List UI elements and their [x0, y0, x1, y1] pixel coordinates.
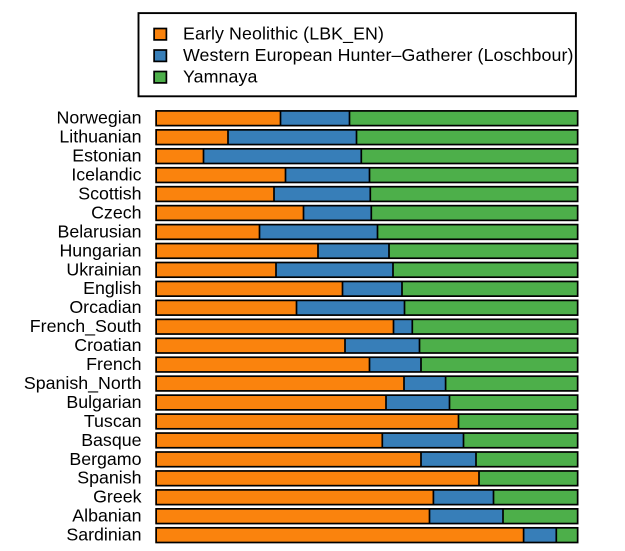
svg-text:Belarusian: Belarusian [57, 221, 141, 241]
svg-text:Western European Hunter–Gather: Western European Hunter–Gatherer (Loschb… [183, 45, 574, 65]
svg-text:French: French [86, 354, 141, 374]
svg-text:Early Neolithic (LBK_EN): Early Neolithic (LBK_EN) [183, 24, 384, 45]
svg-text:French_South: French_South [30, 316, 142, 337]
svg-text:Czech: Czech [91, 202, 141, 222]
svg-text:Spanish_North: Spanish_North [24, 373, 142, 394]
svg-text:Croatian: Croatian [74, 335, 141, 355]
svg-text:Sardinian: Sardinian [66, 525, 141, 545]
svg-text:Scottish: Scottish [78, 183, 141, 203]
svg-text:Basque: Basque [81, 430, 141, 450]
svg-text:Lithuanian: Lithuanian [59, 127, 141, 147]
svg-text:Orcadian: Orcadian [69, 297, 141, 317]
svg-text:Icelandic: Icelandic [71, 165, 141, 185]
svg-text:Tuscan: Tuscan [84, 411, 142, 431]
svg-text:Norwegian: Norwegian [57, 108, 142, 128]
svg-text:Yamnaya: Yamnaya [183, 67, 258, 87]
svg-text:Bulgarian: Bulgarian [66, 392, 141, 412]
svg-text:English: English [83, 278, 141, 298]
svg-text:Greek: Greek [93, 487, 142, 507]
svg-text:Ukrainian: Ukrainian [66, 259, 141, 279]
svg-text:Spanish: Spanish [77, 468, 141, 488]
svg-text:Albanian: Albanian [72, 506, 141, 526]
svg-text:Bergamo: Bergamo [69, 449, 141, 469]
svg-text:Hungarian: Hungarian [59, 240, 141, 260]
svg-text:Estonian: Estonian [72, 146, 141, 166]
